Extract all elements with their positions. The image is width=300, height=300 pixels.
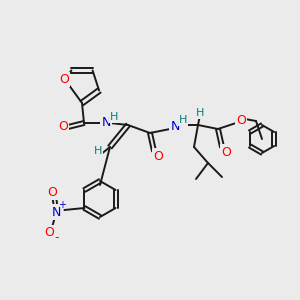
Text: H: H <box>94 146 102 156</box>
Text: O: O <box>59 73 69 86</box>
Text: O: O <box>58 121 68 134</box>
Text: N: N <box>101 116 111 130</box>
Text: O: O <box>47 185 57 199</box>
Text: N: N <box>52 206 61 218</box>
Text: O: O <box>236 113 246 127</box>
Text: +: + <box>58 200 66 210</box>
Text: O: O <box>44 226 54 239</box>
Text: H: H <box>179 115 187 125</box>
Text: H: H <box>110 112 118 122</box>
Text: -: - <box>54 232 59 244</box>
Text: H: H <box>196 108 204 118</box>
Text: O: O <box>221 146 231 158</box>
Text: O: O <box>153 149 163 163</box>
Text: N: N <box>170 121 180 134</box>
